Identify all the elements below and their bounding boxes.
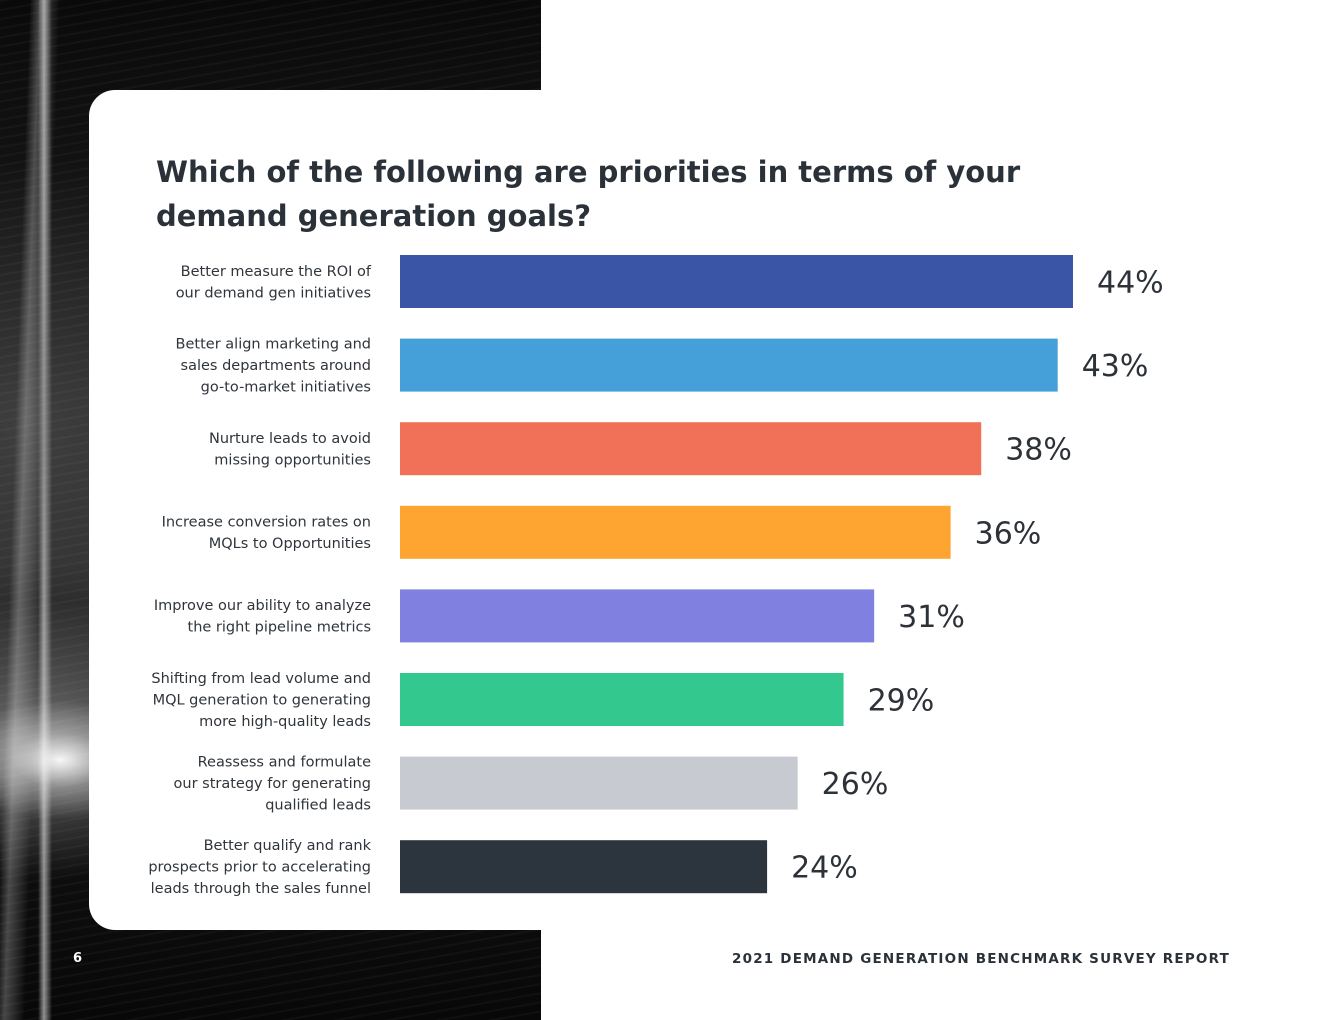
bar [400, 338, 1058, 392]
category-label: Better measure the ROI of [181, 264, 372, 280]
bar [400, 505, 951, 559]
category-label: Better qualify and rank [204, 838, 372, 854]
bar [400, 673, 844, 726]
category-label: sales departments around [181, 358, 371, 374]
report-title: 2021 DEMAND GENERATION BENCHMARK SURVEY … [732, 951, 1230, 967]
category-label: MQL generation to generating [153, 693, 371, 709]
bar [400, 756, 798, 810]
bar-group: 43% Better align marketing and sales depar… [176, 337, 1149, 396]
category-label: leads through the sales funnel [151, 881, 371, 897]
category-label: our strategy for generating [174, 776, 371, 792]
bar-group: 26% Reassess and formulate our strategy fo… [174, 755, 889, 814]
category-label: go-to-market initiatives [201, 380, 371, 396]
bar-group: 44% Better measure the ROI of our demand g… [176, 255, 1164, 308]
bar [400, 840, 768, 894]
category-label: more high-quality leads [199, 714, 371, 730]
bar-group: 24% Better qualify and rank prospects prio… [148, 838, 857, 897]
category-label: qualified leads [265, 798, 371, 814]
bar-value-label: 24% [791, 851, 858, 886]
bar-value-label: 31% [898, 600, 965, 635]
category-label: Better align marketing and [176, 337, 371, 353]
bar-value-label: 44% [1097, 266, 1164, 301]
bar-value-label: 43% [1082, 349, 1149, 384]
category-label: MQLs to Opportunities [209, 536, 371, 552]
category-label: Increase conversion rates on [162, 515, 371, 531]
category-label: Improve our ability to analyze [154, 598, 371, 614]
bar-value-label: 38% [1005, 433, 1072, 468]
chart-title: Which of the following are priorities in… [156, 155, 1021, 233]
page-number: 6 [73, 951, 83, 966]
category-label: Nurture leads to avoid [209, 431, 371, 447]
bar-value-label: 36% [975, 516, 1042, 551]
bar-value-label: 29% [868, 684, 935, 719]
category-label: our demand gen initiatives [176, 285, 371, 301]
bar-group: 36% Increase conversion rates on MQLs to O… [162, 505, 1042, 559]
bar-group: 29% Shifting from lead volume and MQL gene… [151, 671, 934, 730]
bar [400, 589, 875, 643]
bar-group: 38% Nurture leads to avoid missing opportu… [209, 422, 1072, 476]
category-label: Shifting from lead volume and [151, 671, 371, 687]
bar [400, 422, 982, 476]
category-label: the right pipeline metrics [188, 620, 371, 636]
category-label: Reassess and formulate [198, 755, 371, 771]
bar-group: 31% Improve our ability to analyze the rig… [154, 589, 965, 643]
bar [400, 255, 1073, 308]
category-label: prospects prior to accelerating [148, 860, 371, 876]
category-label: missing opportunities [214, 452, 371, 468]
bar-value-label: 26% [822, 767, 889, 802]
